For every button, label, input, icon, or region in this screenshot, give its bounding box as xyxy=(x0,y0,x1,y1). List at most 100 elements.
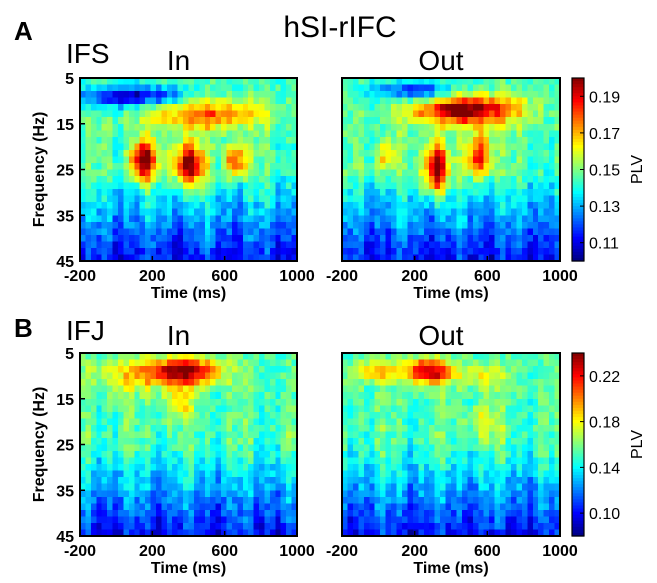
colorbar-segment xyxy=(572,203,584,207)
heatmap-cell xyxy=(391,130,398,138)
heatmap-cell xyxy=(538,202,545,210)
heatmap-cell xyxy=(188,411,195,419)
heatmap-cell xyxy=(342,254,349,262)
heatmap-cell xyxy=(188,91,195,99)
heatmap-cell xyxy=(505,379,512,387)
heatmap-cell xyxy=(478,379,485,387)
heatmap-cell xyxy=(489,110,496,118)
heatmap-cell xyxy=(172,208,179,216)
heatmap-cell xyxy=(418,496,425,504)
heatmap-cell xyxy=(117,457,124,465)
heatmap-cell xyxy=(489,424,496,433)
heatmap-cell xyxy=(215,418,222,426)
heatmap-cell xyxy=(155,234,162,242)
heatmap-cell xyxy=(423,464,430,472)
heatmap-cell xyxy=(291,437,298,446)
heatmap-cell xyxy=(429,418,436,426)
heatmap-cell xyxy=(396,91,403,99)
heatmap-cell xyxy=(210,156,217,164)
heatmap-cell xyxy=(505,451,512,459)
heatmap-cell xyxy=(521,149,528,158)
heatmap-cell xyxy=(538,490,545,498)
heatmap-cell xyxy=(549,202,556,210)
heatmap-cell xyxy=(231,110,238,118)
heatmap-cell xyxy=(226,221,233,229)
heatmap-cell xyxy=(188,234,195,242)
heatmap-cell xyxy=(391,176,398,184)
heatmap-cell xyxy=(510,418,517,426)
heatmap-cell xyxy=(549,221,556,229)
heatmap-cell xyxy=(248,418,255,426)
heatmap-cell xyxy=(80,221,87,229)
heatmap-cell xyxy=(150,398,157,406)
heatmap-cell xyxy=(472,424,479,433)
heatmap-cell xyxy=(554,451,561,459)
heatmap-cell xyxy=(412,176,419,184)
heatmap-cell xyxy=(461,84,468,92)
heatmap-cell xyxy=(237,241,244,249)
heatmap-cell xyxy=(467,221,474,229)
heatmap-cell xyxy=(112,182,119,190)
heatmap-cell xyxy=(510,366,517,374)
heatmap-cell xyxy=(521,234,528,242)
heatmap-cell xyxy=(134,372,141,380)
heatmap-cell xyxy=(494,130,501,138)
heatmap-cell xyxy=(407,162,414,171)
heatmap-cell xyxy=(352,490,359,498)
heatmap-cell xyxy=(107,123,114,131)
heatmap-cell xyxy=(538,110,545,118)
heatmap-cell xyxy=(440,477,447,485)
heatmap-cell xyxy=(554,496,561,504)
heatmap-cell xyxy=(286,451,293,459)
heatmap-cell xyxy=(269,149,276,158)
heatmap-cell xyxy=(385,385,392,393)
panel-title: In xyxy=(167,45,190,76)
heatmap-cell xyxy=(374,254,381,262)
heatmap-cell xyxy=(193,424,200,433)
heatmap-cell xyxy=(231,457,238,465)
heatmap-cell xyxy=(527,470,534,478)
heatmap-cell xyxy=(494,496,501,504)
heatmap-cell xyxy=(177,509,184,517)
heatmap-cell xyxy=(117,464,124,472)
heatmap-cell xyxy=(242,516,249,524)
heatmap-cell xyxy=(396,97,403,105)
heatmap-cell xyxy=(150,529,157,537)
heatmap-cell xyxy=(423,516,430,524)
heatmap-cell xyxy=(363,254,370,262)
heatmap-cell xyxy=(253,490,260,498)
heatmap-cell xyxy=(418,418,425,426)
heatmap-cell xyxy=(505,353,512,361)
heatmap-cell xyxy=(527,84,534,92)
heatmap-cell xyxy=(516,444,523,452)
heatmap-cell xyxy=(183,247,190,256)
heatmap-cell xyxy=(80,398,87,406)
heatmap-cell xyxy=(221,379,228,387)
heatmap-cell xyxy=(532,529,539,537)
heatmap-cell xyxy=(369,215,376,223)
heatmap-cell xyxy=(172,418,179,426)
heatmap-cell xyxy=(242,162,249,171)
heatmap-cell xyxy=(532,136,539,144)
heatmap-cell xyxy=(226,477,233,485)
heatmap-cell xyxy=(123,385,130,393)
heatmap-cell xyxy=(538,78,545,86)
heatmap-cell xyxy=(434,254,441,262)
heatmap-cell xyxy=(139,385,146,393)
heatmap-cell xyxy=(90,516,97,524)
heatmap-cell xyxy=(134,104,141,112)
heatmap-cell xyxy=(483,143,490,151)
heatmap-cell xyxy=(101,208,108,216)
heatmap-cell xyxy=(161,509,168,517)
heatmap-cell xyxy=(554,143,561,151)
colorbar-segment xyxy=(572,420,584,424)
heatmap-cell xyxy=(423,162,430,171)
heatmap-cell xyxy=(467,398,474,406)
heatmap-cell xyxy=(543,366,550,374)
heatmap-cell xyxy=(204,418,211,426)
heatmap-cell xyxy=(123,451,130,459)
heatmap-cell xyxy=(494,143,501,151)
heatmap-cell xyxy=(242,97,249,105)
heatmap-cell xyxy=(451,189,458,197)
heatmap-cell xyxy=(210,451,217,459)
